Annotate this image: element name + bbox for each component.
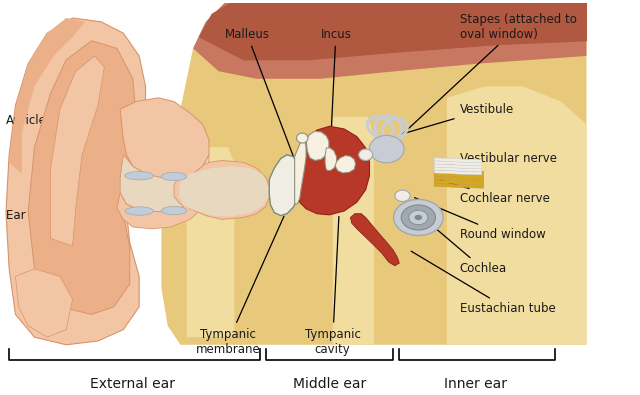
Text: Malleus: Malleus xyxy=(225,28,297,166)
Polygon shape xyxy=(298,126,369,215)
Text: Tympanic
membrane: Tympanic membrane xyxy=(196,216,284,356)
Text: External ear: External ear xyxy=(90,377,175,391)
Text: Vestibular nerve: Vestibular nerve xyxy=(440,152,557,166)
Ellipse shape xyxy=(369,135,404,163)
Polygon shape xyxy=(9,18,85,174)
Text: Ear canal: Ear canal xyxy=(6,209,165,222)
Polygon shape xyxy=(306,131,329,160)
Text: Stapes (attached to
oval window): Stapes (attached to oval window) xyxy=(382,13,577,153)
Ellipse shape xyxy=(358,149,372,160)
Polygon shape xyxy=(51,56,104,246)
Polygon shape xyxy=(28,41,136,314)
Text: Tympanic
cavity: Tympanic cavity xyxy=(305,216,360,356)
Text: Eustachian tube: Eustachian tube xyxy=(412,251,556,315)
Ellipse shape xyxy=(395,190,410,201)
Polygon shape xyxy=(120,155,209,212)
Polygon shape xyxy=(434,158,482,163)
Polygon shape xyxy=(200,3,586,60)
Text: Cochlea: Cochlea xyxy=(420,216,507,275)
Ellipse shape xyxy=(394,199,443,235)
Polygon shape xyxy=(179,166,269,216)
Text: Middle ear: Middle ear xyxy=(293,377,366,391)
Polygon shape xyxy=(434,161,482,166)
Polygon shape xyxy=(434,183,484,188)
Polygon shape xyxy=(120,98,209,178)
Ellipse shape xyxy=(409,210,428,225)
Text: Cochlear nerve: Cochlear nerve xyxy=(440,180,550,205)
Ellipse shape xyxy=(161,172,187,181)
Polygon shape xyxy=(15,269,72,337)
Text: Incus: Incus xyxy=(321,28,351,165)
Polygon shape xyxy=(434,167,482,172)
Polygon shape xyxy=(193,3,586,79)
Ellipse shape xyxy=(125,207,154,215)
Ellipse shape xyxy=(296,133,308,143)
Polygon shape xyxy=(434,173,484,178)
Ellipse shape xyxy=(415,215,422,220)
Polygon shape xyxy=(294,139,306,204)
Text: Auricle: Auricle xyxy=(6,114,99,163)
Polygon shape xyxy=(434,180,484,185)
Polygon shape xyxy=(434,169,484,175)
Polygon shape xyxy=(434,164,482,169)
Polygon shape xyxy=(335,156,356,173)
Ellipse shape xyxy=(125,171,154,180)
Polygon shape xyxy=(333,117,374,345)
Text: Inner ear: Inner ear xyxy=(444,377,507,391)
Polygon shape xyxy=(187,147,234,337)
Polygon shape xyxy=(434,177,484,181)
Polygon shape xyxy=(351,214,399,266)
Polygon shape xyxy=(117,178,209,229)
Polygon shape xyxy=(269,155,300,216)
Ellipse shape xyxy=(401,205,435,230)
Polygon shape xyxy=(325,148,337,171)
Text: Round window: Round window xyxy=(415,198,545,241)
Polygon shape xyxy=(174,160,269,219)
Ellipse shape xyxy=(161,207,187,215)
Polygon shape xyxy=(447,87,586,345)
Polygon shape xyxy=(434,170,482,175)
Polygon shape xyxy=(6,18,145,345)
Text: Vestibule: Vestibule xyxy=(405,103,514,133)
Polygon shape xyxy=(161,3,586,345)
